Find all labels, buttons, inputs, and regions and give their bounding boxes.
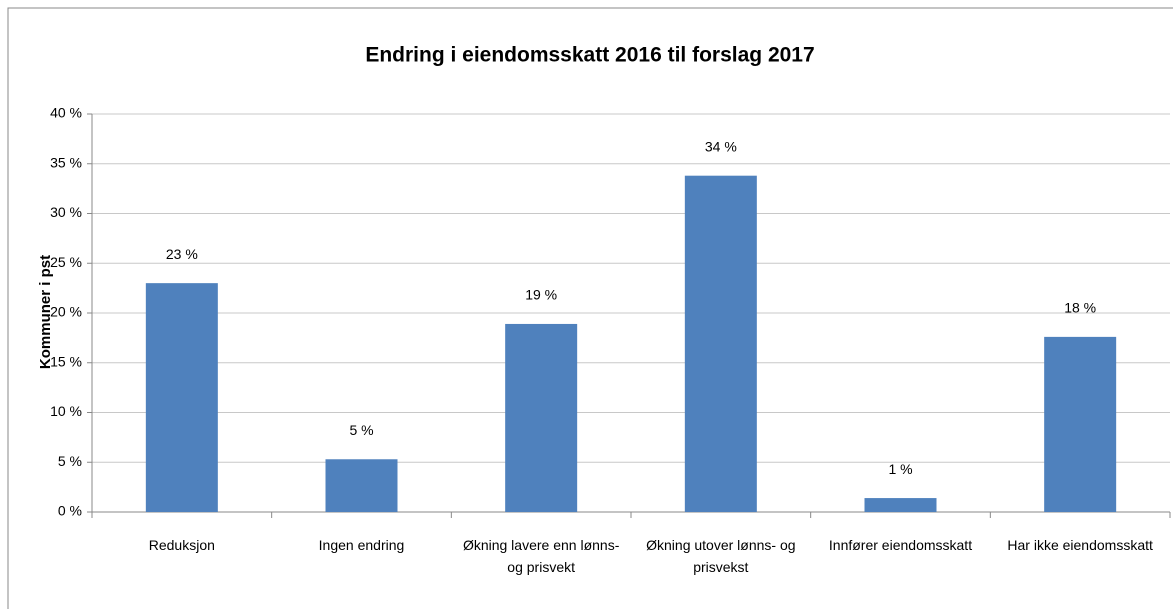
y-tick-label: 10 % [50,403,82,419]
x-tick-label: Har ikke eiendomsskatt [1007,537,1153,553]
y-axis-label: Kommuner i pst [37,255,54,369]
y-tick-label: 0 % [58,503,82,519]
data-label: 23 % [166,246,198,262]
bar [325,459,398,512]
x-tick-label: Økning lavere enn lønns- og prisvekt [462,537,620,575]
x-tick-label: Økning utover lønns- og prisvekst [646,537,796,575]
bar [145,283,218,512]
bar [684,175,757,512]
data-label: 1 % [888,461,912,477]
bar [505,323,578,512]
y-tick-label: 40 % [50,105,82,121]
data-label: 18 % [1064,300,1096,316]
chart-title: Endring i eiendomsskatt 2016 til forslag… [365,44,814,67]
bar [1044,336,1117,512]
y-tick-label: 20 % [50,304,82,320]
y-tick-label: 5 % [58,453,82,469]
data-label: 5 % [349,422,373,438]
y-tick-label: 30 % [50,204,82,220]
bar [864,498,937,512]
data-label: 19 % [525,287,557,303]
x-tick-label: Reduksjon [148,537,215,553]
data-label: 34 % [705,138,737,154]
y-tick-label: 15 % [50,353,82,369]
y-tick-label: 25 % [50,254,82,270]
y-tick-label: 35 % [50,154,82,170]
frame [7,7,1173,609]
x-tick-label: Innfører eiendomsskatt [828,537,973,553]
x-tick-label: Ingen endring [318,537,405,553]
